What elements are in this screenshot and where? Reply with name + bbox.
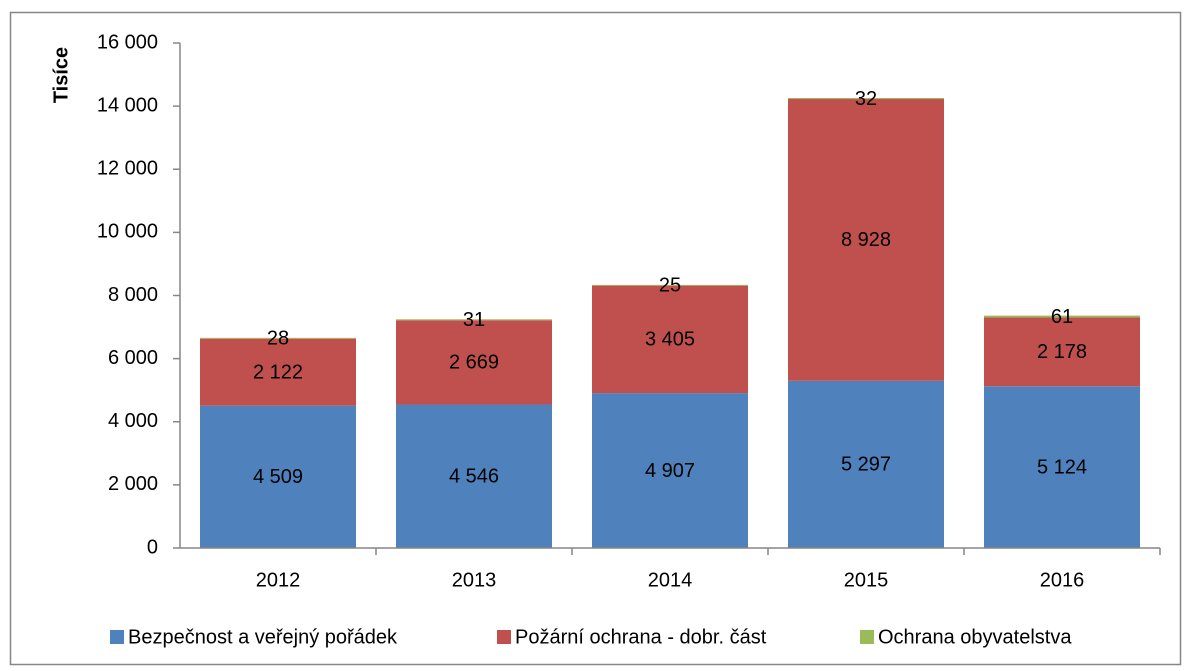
bar-segment <box>984 317 1140 387</box>
legend-swatch <box>110 630 124 644</box>
bar-segment <box>788 99 944 381</box>
bar-segment <box>200 338 356 406</box>
y-tick-label: 14 000 <box>97 94 158 116</box>
data-label: 31 <box>463 309 485 331</box>
legend-label: Bezpečnost a veřejný pořádek <box>128 626 398 648</box>
data-label: 2 178 <box>1037 341 1087 363</box>
data-label: 5 297 <box>841 454 891 476</box>
legend-label: Ochrana obyvatelstva <box>878 626 1072 648</box>
bar-segment <box>200 405 356 548</box>
data-label: 2 122 <box>253 361 303 383</box>
data-label: 4 907 <box>645 460 695 482</box>
bar-segment <box>788 98 944 100</box>
bar-segment <box>396 404 552 548</box>
x-tick-label: 2012 <box>256 569 301 591</box>
data-label: 5 124 <box>1037 456 1087 478</box>
data-label: 25 <box>659 275 681 297</box>
legend-swatch <box>860 630 874 644</box>
bar-segment <box>200 337 356 339</box>
y-tick-label: 4 000 <box>108 410 158 432</box>
bar-segment <box>788 380 944 548</box>
y-tick-label: 8 000 <box>108 284 158 306</box>
data-label: 3 405 <box>645 329 695 351</box>
bar-segment <box>592 284 748 286</box>
bar-segment <box>592 393 748 548</box>
data-label: 4 546 <box>449 466 499 488</box>
x-tick-label: 2016 <box>1040 569 1085 591</box>
bar-segment <box>984 315 1140 318</box>
y-tick-label: 10 000 <box>97 221 158 243</box>
x-tick-label: 2014 <box>648 569 693 591</box>
y-tick-label: 12 000 <box>97 158 158 180</box>
data-label: 2 669 <box>449 352 499 374</box>
bar-segment <box>984 386 1140 548</box>
legend-label: Požární ochrana - dobr. část <box>515 626 767 648</box>
x-tick-label: 2013 <box>452 569 497 591</box>
y-axis-title: Tisíce <box>50 47 72 103</box>
data-label: 61 <box>1051 306 1073 328</box>
bar-segment <box>396 319 552 321</box>
y-tick-label: 2 000 <box>108 473 158 495</box>
data-label: 4 509 <box>253 466 303 488</box>
data-label: 28 <box>267 328 289 350</box>
y-tick-label: 6 000 <box>108 347 158 369</box>
bar-segment <box>592 285 748 394</box>
bar-segment <box>396 320 552 405</box>
data-label: 32 <box>855 88 877 110</box>
data-label: 8 928 <box>841 229 891 251</box>
y-tick-label: 0 <box>147 536 158 558</box>
legend-swatch <box>497 630 511 644</box>
x-tick-label: 2015 <box>844 569 889 591</box>
y-tick-label: 16 000 <box>97 31 158 53</box>
